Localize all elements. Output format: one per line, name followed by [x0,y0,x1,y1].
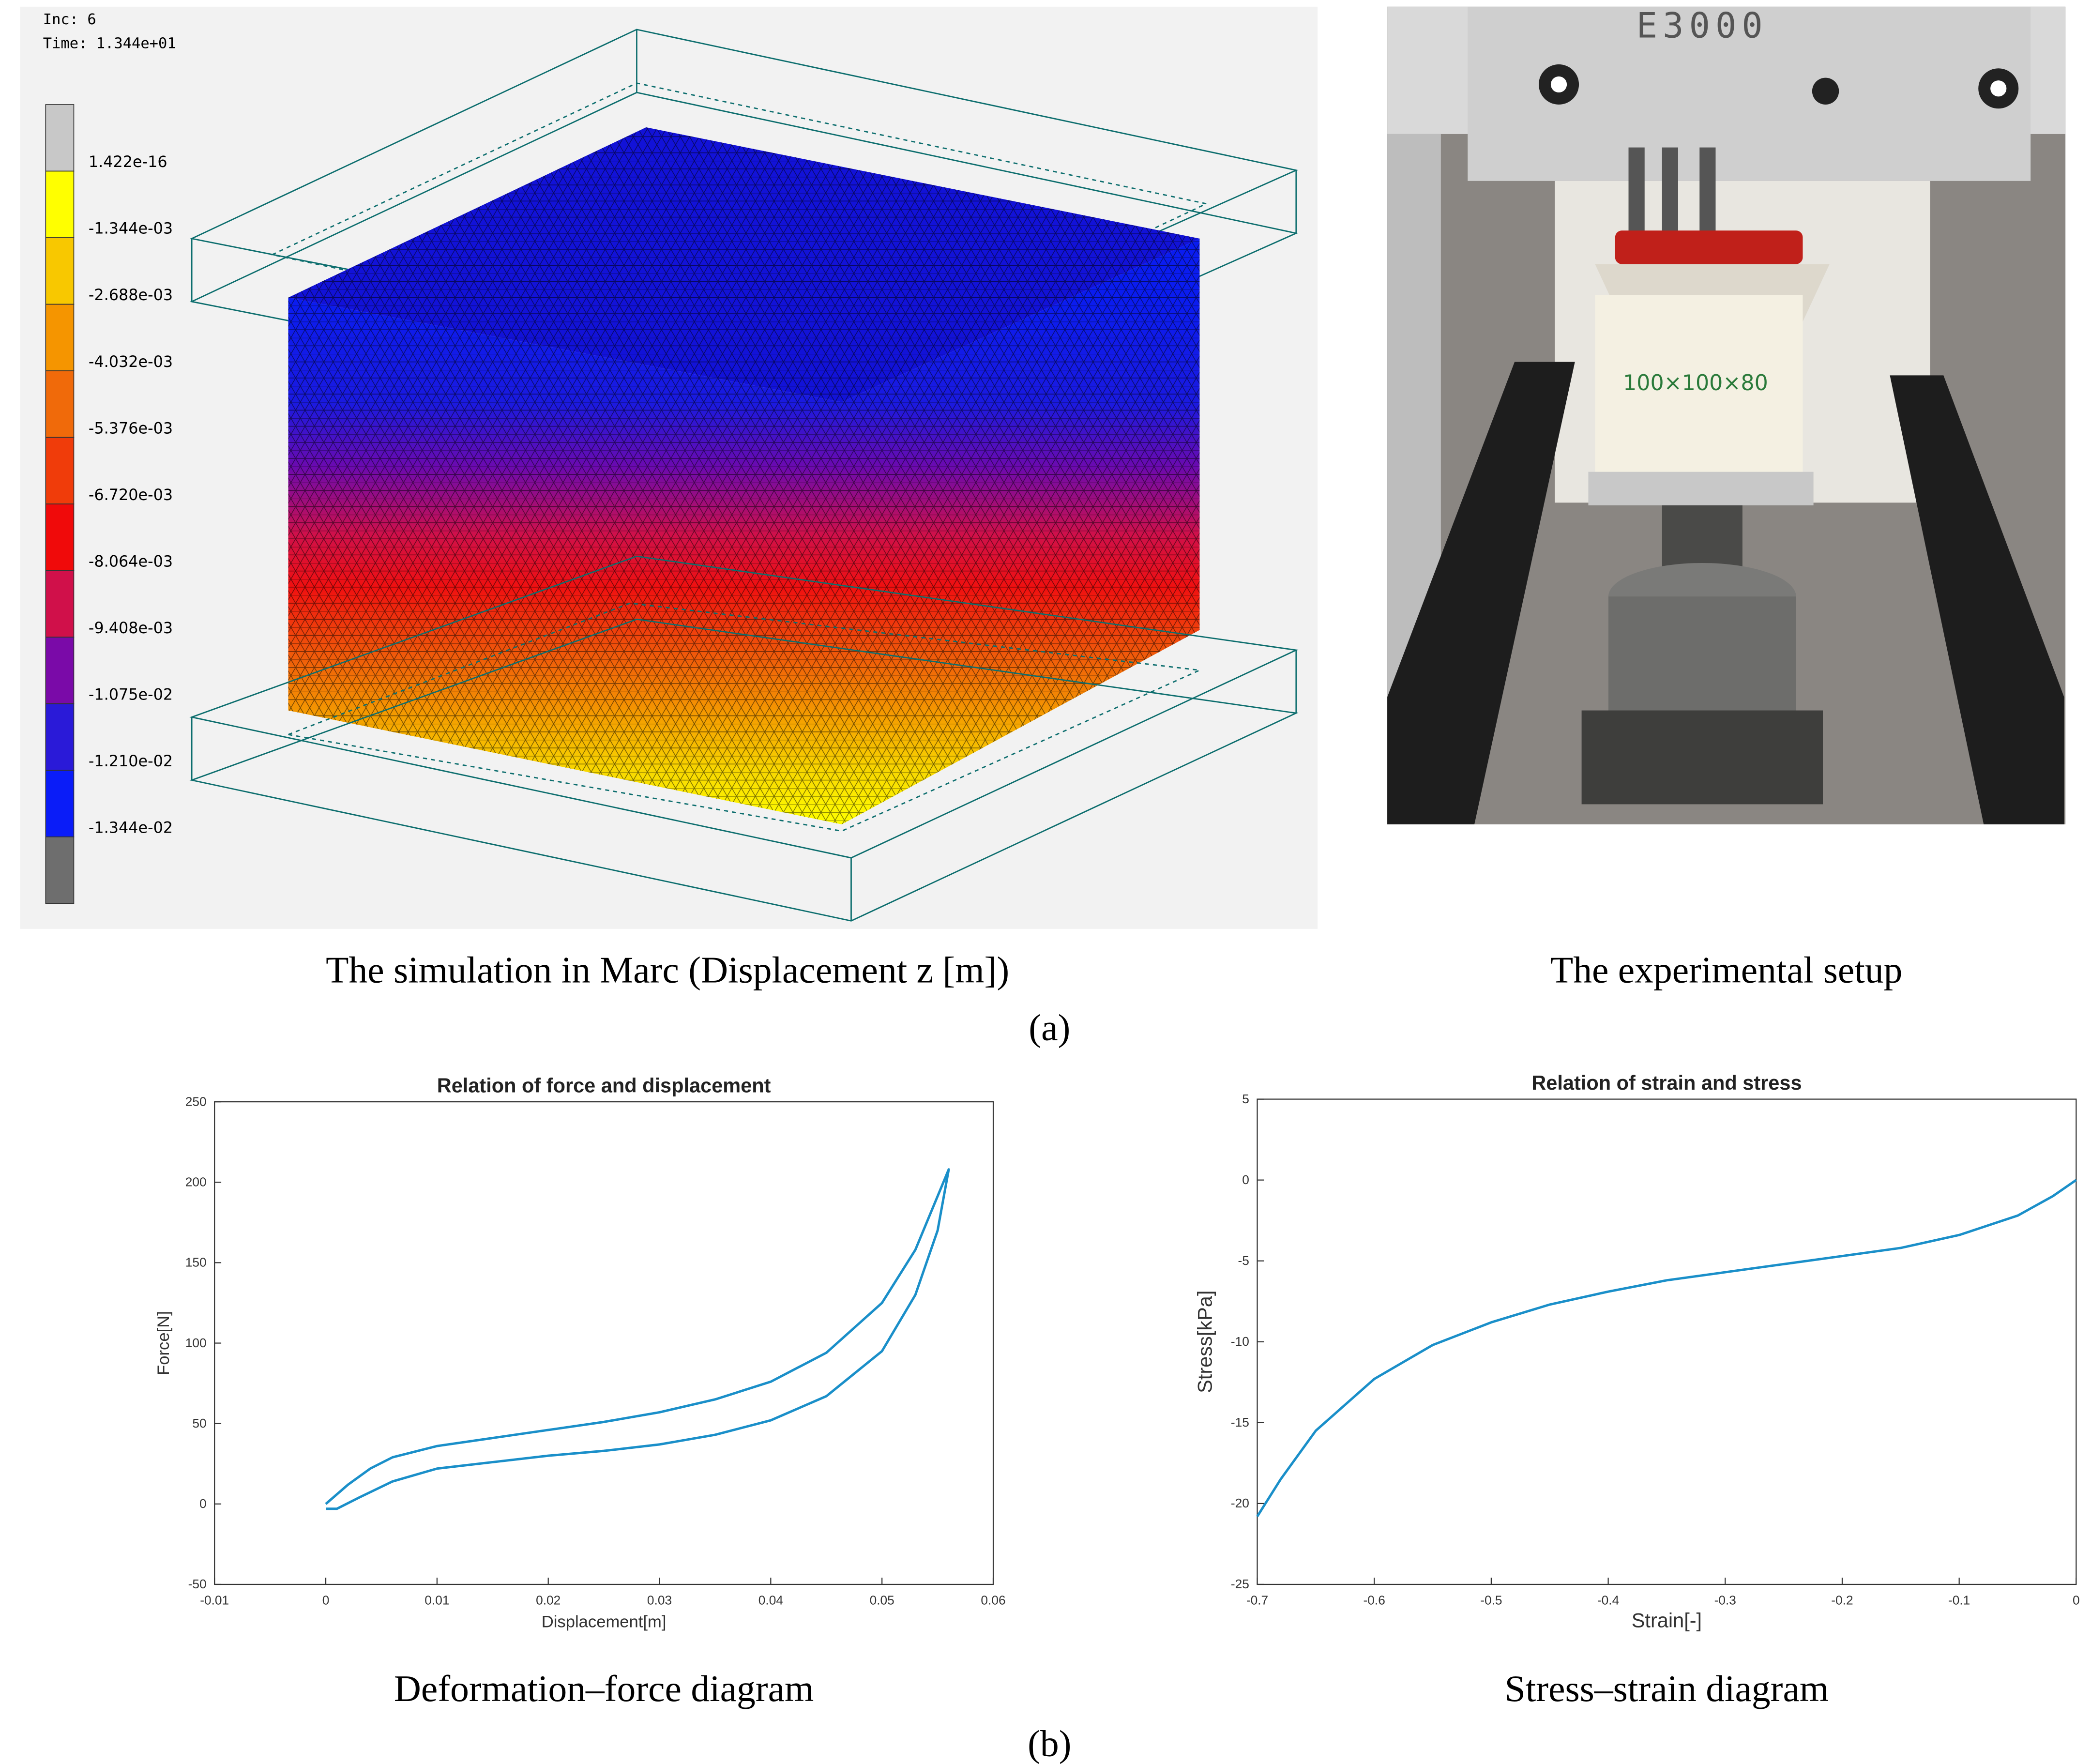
y-tick-label: 100 [185,1336,207,1350]
x-tick-label: -0.2 [1831,1593,1853,1607]
x-tick-label: -0.3 [1714,1593,1736,1607]
y-tick-label: 0 [199,1496,207,1511]
colorbar-label: -1.344e-03 [89,219,173,238]
charts: -0.01 0 0.01 0.02 0.03 0.04 0.05 0.06-500501001… [154,1071,2080,1709]
time: Time: 1.344e+01 [43,35,176,52]
x-tick-label: -0.01 [200,1593,229,1607]
colorbar: 1.422e-16 -1.344e-03 -2.688e-03 -4.032e-03 -… [45,104,173,904]
colorbar-label: -4.032e-03 [89,352,173,371]
foam-block [288,127,1200,824]
data-line [325,1168,950,1510]
y-tick-label: -25 [1231,1577,1249,1591]
increment: Inc: 6 [43,11,96,28]
y-tick-label: 200 [185,1175,207,1189]
colorbar-segment [45,503,75,571]
y-tick-label: -10 [1231,1334,1249,1349]
x-tick-label: 0.02 [536,1593,561,1607]
plot-area [1257,1098,2077,1585]
colorbar-label: -6.720e-03 [89,486,173,504]
y-tick-label: 0 [1242,1172,1249,1187]
caption: Deformation–force diagram [394,1668,814,1709]
x-tick-label: 0.06 [981,1593,1005,1607]
caption: The simulation in Marc (Displacement z [… [326,949,1009,991]
chart: -0.7 -0.6 -0.5 -0.4 -0.3 -0.2 -0.1 0 -25 -20 -15 -1… [1193,1071,2079,1709]
chart-title: Relation of strain and stress [1531,1071,1802,1094]
colorbar-label: -2.688e-03 [89,286,173,304]
y-tick-label: -50 [188,1577,207,1591]
specimen-label: 100×100×80 [1623,371,1768,395]
x-tick-label: -0.7 [1246,1593,1268,1607]
x-tick-label: -0.4 [1597,1593,1619,1607]
colorbar-label: -8.064e-03 [89,552,173,570]
x-tick-label: 0 [322,1593,330,1607]
x-axis-label: Strain[-] [1632,1609,1702,1632]
colorbar-label: -5.376e-03 [89,419,173,437]
x-tick-label: 0.04 [758,1593,783,1607]
colorbar-label: -1.075e-02 [89,685,173,703]
colorbar-segment [45,570,75,638]
colorbar-segment [45,237,75,305]
plot-area [214,1101,994,1585]
colorbar-label: -1.210e-02 [89,752,173,770]
x-tick-label: -0.6 [1364,1593,1385,1607]
simulation-panel: Inc: 6 Time: 1.344e+01 1.422e-16 -1.344e-… [20,6,1318,929]
caption: Stress–strain diagram [1505,1668,1829,1709]
caption: The experimental setup [1550,949,1903,991]
y-axis-label: Force[N] [154,1311,173,1375]
chart: -0.01 0 0.01 0.02 0.03 0.04 0.05 0.06 -50 0 50 100 1… [154,1074,1006,1709]
colorbar-segment [45,304,75,371]
machine-label: E3000 [1636,5,1768,46]
y-tick-label: -5 [1238,1253,1249,1268]
x-tick-label: 0 [2073,1593,2080,1607]
colorbar-segment [45,637,75,704]
y-axis-label: Stress[kPa] [1193,1291,1216,1393]
data-line [1256,1179,2077,1517]
colorbar-segment [45,703,75,771]
colorbar-label: -1.344e-02 [89,818,173,836]
y-tick-label: -15 [1231,1415,1249,1429]
colorbar-segment [45,836,75,904]
colorbar-segment [45,770,75,837]
colorbar-label: 1.422e-16 [89,152,167,171]
bottom-plate [189,555,1299,922]
x-tick-label: -0.1 [1948,1593,1970,1607]
photo: E3000 100×100×80 [1387,5,2066,824]
colorbar-segment [45,170,75,238]
colorbar-segment [45,104,75,172]
colorbar-segment [45,370,75,438]
x-tick-label: 0.03 [647,1593,672,1607]
y-tick-label: 5 [1242,1092,1249,1106]
panel-label: (b) [1028,1722,1071,1764]
x-axis-label: Displacement[m] [542,1613,667,1631]
panel-label: (a) [1029,1007,1070,1049]
x-tick-label: 0.01 [424,1593,449,1607]
y-tick-label: 250 [185,1094,207,1109]
colorbar-label: -9.408e-03 [89,619,173,637]
x-tick-label: -0.5 [1480,1593,1502,1607]
y-tick-label: -20 [1231,1496,1249,1510]
y-tick-label: 150 [185,1255,207,1270]
colorbar-segment [45,437,75,504]
y-tick-label: 50 [192,1416,206,1430]
chart-title: Relation of force and displacement [437,1074,771,1097]
x-tick-label: 0.05 [870,1593,894,1607]
